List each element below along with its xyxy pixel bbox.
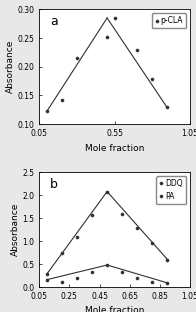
- PA: [106, 263, 108, 267]
- DDQ: [121, 212, 123, 216]
- Legend: p-CLA: p-CLA: [152, 13, 186, 28]
- PA: [136, 276, 138, 280]
- DDQ: [61, 251, 63, 255]
- PA: [151, 280, 154, 283]
- PA: [45, 278, 48, 281]
- X-axis label: Mole fraction: Mole fraction: [85, 306, 144, 312]
- PA: [91, 271, 93, 274]
- PA: [166, 281, 169, 285]
- Y-axis label: Absorbance: Absorbance: [5, 40, 15, 93]
- DDQ: [106, 190, 108, 193]
- Legend: DDQ, PA: DDQ, PA: [156, 176, 186, 204]
- DDQ: [76, 235, 78, 238]
- DDQ: [45, 272, 48, 276]
- DDQ: [136, 227, 138, 230]
- Text: b: b: [50, 178, 58, 191]
- Y-axis label: Absorbance: Absorbance: [10, 203, 19, 256]
- Line: DDQ: DDQ: [45, 190, 169, 276]
- DDQ: [151, 241, 154, 244]
- DDQ: [91, 213, 93, 217]
- Line: PA: PA: [45, 263, 169, 285]
- PA: [121, 271, 123, 274]
- PA: [76, 276, 78, 280]
- X-axis label: Mole fraction: Mole fraction: [85, 144, 144, 153]
- DDQ: [166, 258, 169, 261]
- Text: a: a: [50, 15, 57, 28]
- PA: [61, 280, 63, 284]
